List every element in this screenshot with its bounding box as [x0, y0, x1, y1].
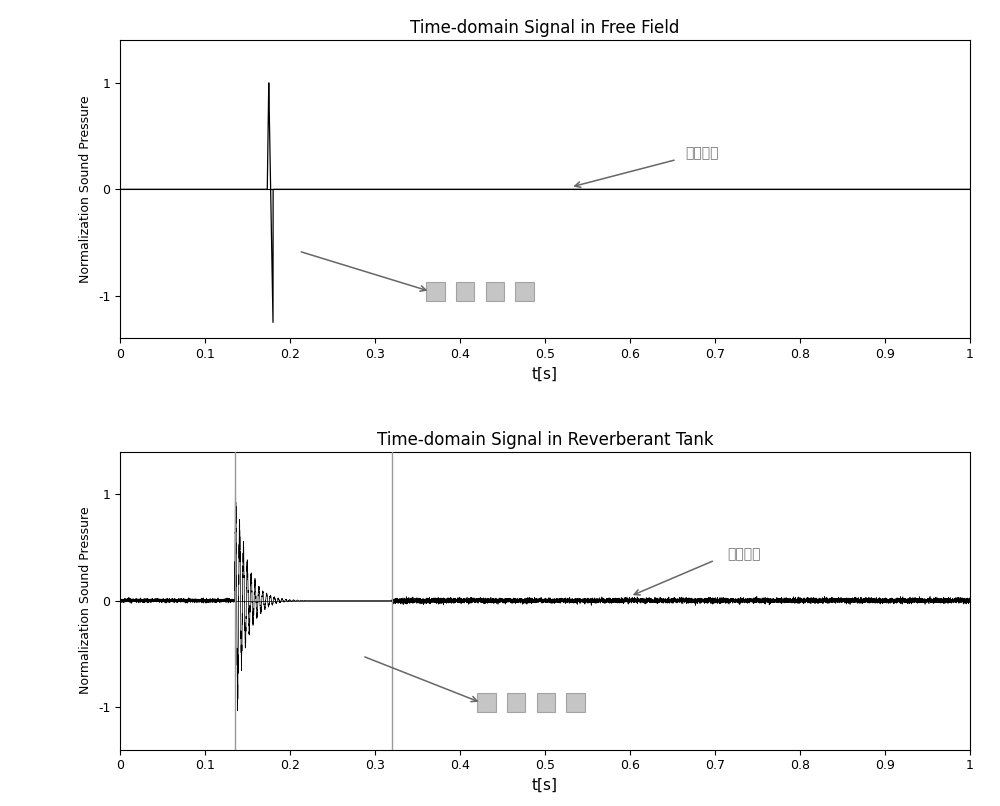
FancyBboxPatch shape — [426, 282, 445, 301]
Text: 背景噪声: 背景噪声 — [728, 547, 761, 561]
Y-axis label: Normalization Sound Pressure: Normalization Sound Pressure — [79, 95, 92, 283]
FancyBboxPatch shape — [515, 282, 534, 301]
FancyBboxPatch shape — [566, 693, 585, 713]
Title: Time-domain Signal in Free Field: Time-domain Signal in Free Field — [410, 19, 680, 37]
FancyBboxPatch shape — [486, 282, 504, 301]
X-axis label: t[s]: t[s] — [532, 367, 558, 381]
FancyBboxPatch shape — [536, 693, 555, 713]
FancyBboxPatch shape — [507, 693, 525, 713]
Y-axis label: Normalization Sound Pressure: Normalization Sound Pressure — [79, 507, 92, 695]
Text: 背景噪声: 背景噪声 — [685, 147, 719, 160]
FancyBboxPatch shape — [477, 693, 496, 713]
Title: Time-domain Signal in Reverberant Tank: Time-domain Signal in Reverberant Tank — [377, 430, 713, 449]
FancyBboxPatch shape — [456, 282, 474, 301]
X-axis label: t[s]: t[s] — [532, 778, 558, 793]
